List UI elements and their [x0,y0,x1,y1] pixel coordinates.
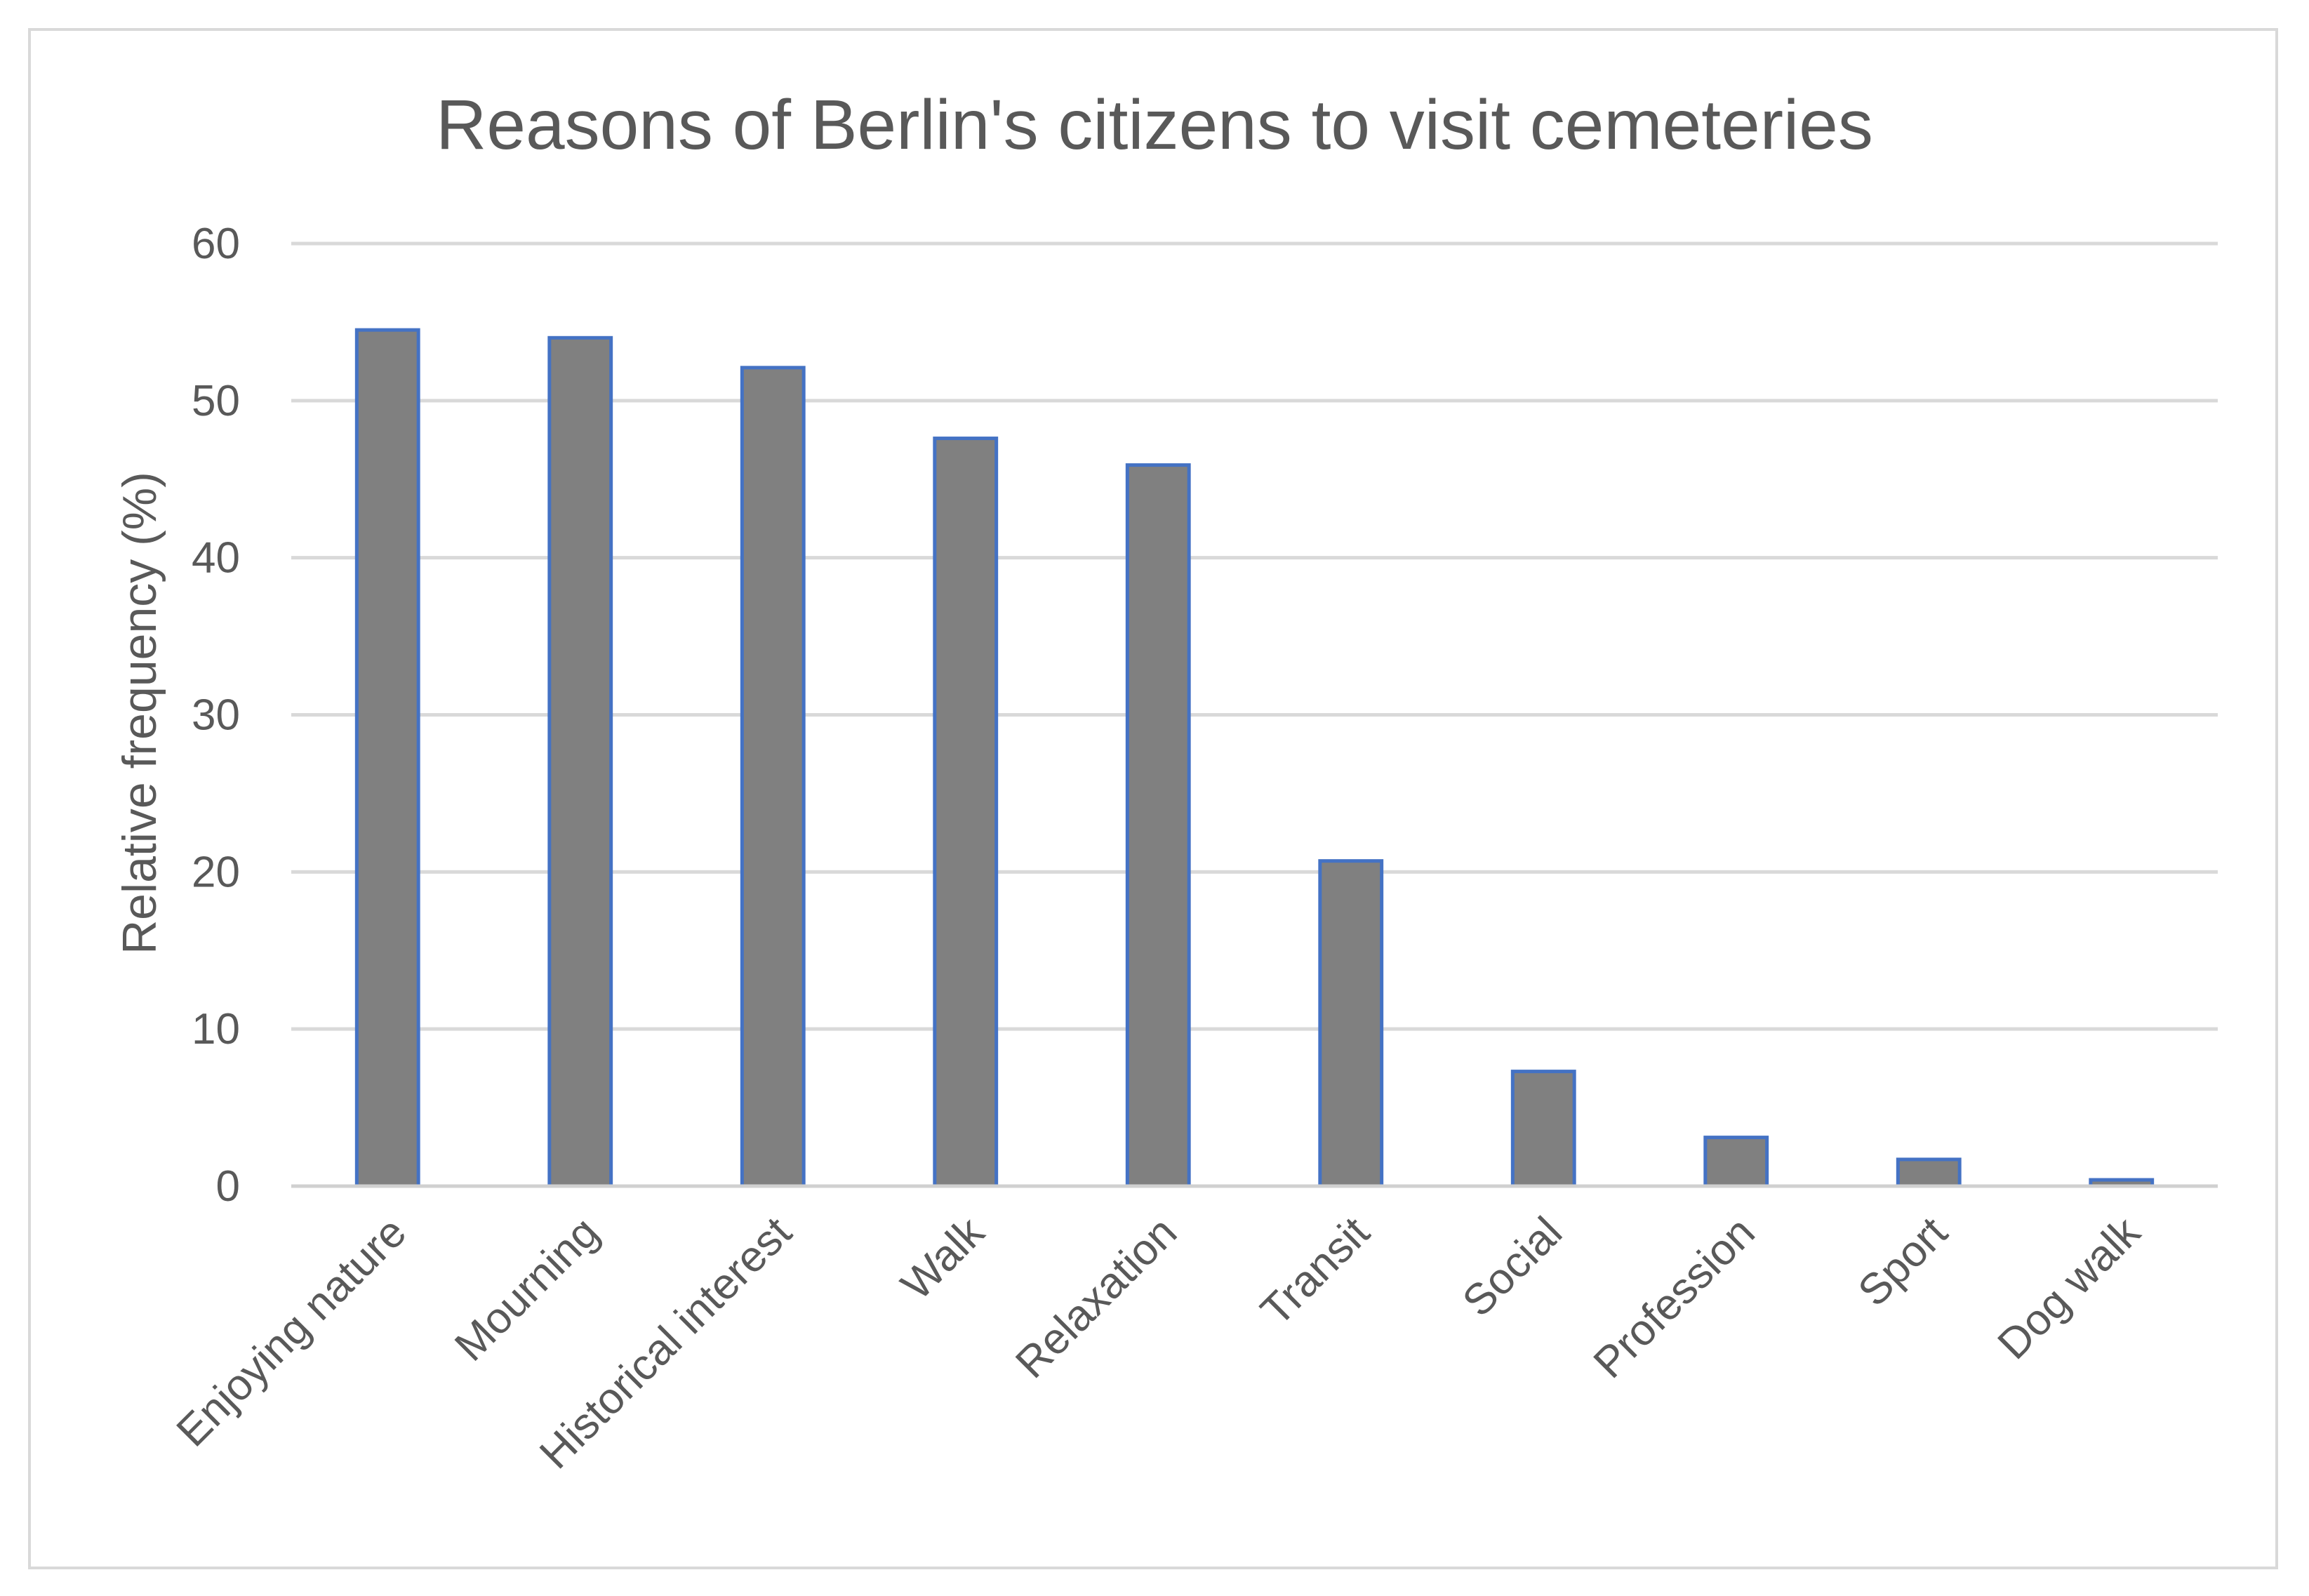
y-tick-label: 60 [192,220,240,268]
bar-relaxation [1125,463,1191,1188]
x-category-label: Mourning [446,1208,608,1371]
y-axis-title: Relative frequency (%) [113,472,166,955]
chart-title: Reasons of Berlin's citizens to visit ce… [436,86,1873,164]
bar-historical-interest [740,366,806,1188]
x-category-label: Dog walk [1989,1207,2150,1369]
x-category-label: Transit [1251,1208,1378,1335]
bar-social [1510,1070,1576,1188]
x-category-label: Sport [1849,1208,1957,1316]
y-tick-label: 20 [192,848,240,896]
x-category-label: Enjoying nature [168,1208,415,1456]
bar-enjoying-nature [354,328,420,1188]
bars [354,328,2155,1188]
bar-mourning [547,335,613,1188]
y-tick-label: 40 [192,534,240,583]
bar-walk [933,437,999,1188]
x-category-label: Profession [1585,1208,1764,1388]
bar-transit [1318,859,1384,1188]
bar-profession [1703,1136,1769,1188]
x-category-label: Relaxation [1006,1208,1186,1388]
x-category-label: Walk [892,1207,994,1309]
x-category-label: Social [1453,1208,1571,1326]
y-tick-label: 30 [192,691,240,740]
y-tick-label: 0 [216,1162,240,1211]
y-tick-label: 10 [192,1005,240,1053]
bar-sport [1896,1157,1962,1188]
y-axis-ticks: 0 10 20 30 40 50 60 [192,220,240,1211]
y-tick-label: 50 [192,377,240,425]
